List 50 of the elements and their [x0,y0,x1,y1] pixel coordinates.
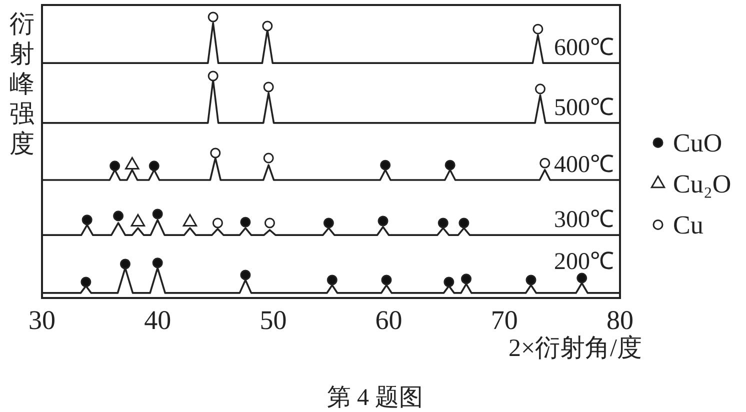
point [262,20,273,32]
series-label: 200℃ [554,249,614,276]
y-axis-title: 衍射峰强度 [10,9,34,158]
point [326,274,338,286]
point [82,214,92,226]
text: 第 4 题图 [327,385,423,411]
point [263,82,274,92]
point [381,274,392,286]
point [120,258,130,270]
point [532,24,544,34]
legend-label: Cu₂O [673,170,732,199]
x-tick-label: 30 [28,305,56,335]
series-label: 400℃ [554,152,614,178]
series-label: 300℃ [554,207,614,234]
point [240,216,251,228]
point [526,274,536,286]
x-tick-label: 60 [375,305,402,335]
point [534,84,546,94]
point [208,70,218,82]
point [113,210,124,222]
series-label: 500℃ [554,94,614,121]
point [540,158,550,168]
point [576,272,588,284]
x-tick-label: 40 [144,305,172,335]
x-tick-label: 70 [490,305,518,335]
point [152,208,163,220]
point [438,218,448,228]
point [110,160,120,172]
point [263,152,274,164]
legend-label: Cu [673,210,704,240]
legend-label: CuO [673,128,722,158]
point [80,276,92,288]
point [210,148,221,158]
point [208,12,218,22]
point [212,218,223,228]
point [460,274,472,284]
series-label: 600℃ [554,35,614,62]
point [264,218,275,228]
point [152,258,163,268]
point [148,160,160,172]
point [458,218,470,228]
x-tick-label: 80 [606,305,634,335]
point [380,160,391,170]
x-axis-title: 2×衍射角/度 [508,334,642,362]
point [444,276,454,288]
x-tick-label: 50 [260,305,287,335]
point [323,218,334,228]
point [444,160,456,170]
point [240,270,251,280]
point [378,216,388,226]
